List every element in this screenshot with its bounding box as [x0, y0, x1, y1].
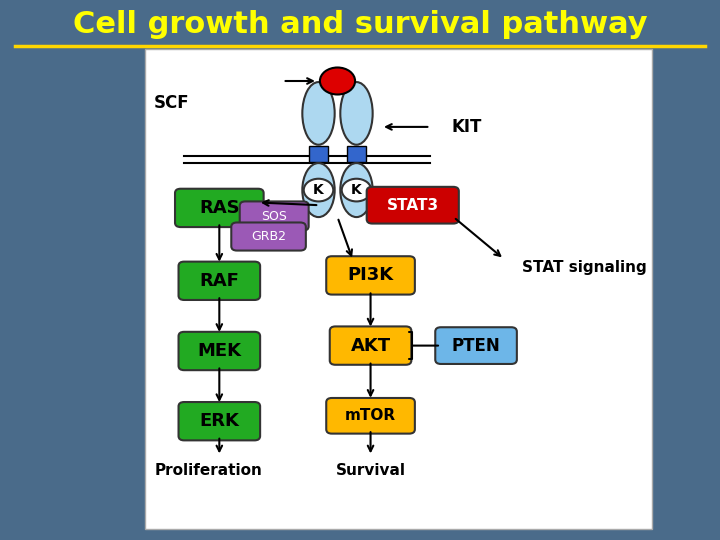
FancyBboxPatch shape — [326, 398, 415, 434]
FancyBboxPatch shape — [366, 187, 459, 224]
Text: PI3K: PI3K — [348, 266, 394, 285]
FancyBboxPatch shape — [179, 402, 260, 441]
Text: STAT3: STAT3 — [387, 198, 438, 213]
Text: K: K — [313, 183, 324, 197]
Text: Survival: Survival — [336, 463, 405, 478]
FancyBboxPatch shape — [145, 49, 652, 529]
FancyBboxPatch shape — [179, 261, 260, 300]
FancyBboxPatch shape — [310, 146, 328, 162]
Text: MEK: MEK — [197, 342, 241, 360]
Text: K: K — [351, 183, 362, 197]
Text: PTEN: PTEN — [451, 336, 500, 355]
FancyBboxPatch shape — [330, 326, 411, 365]
Text: RAF: RAF — [199, 272, 239, 290]
Text: RAS: RAS — [199, 199, 240, 217]
Text: SOS: SOS — [261, 210, 287, 222]
FancyBboxPatch shape — [436, 327, 517, 364]
Ellipse shape — [341, 82, 373, 145]
Circle shape — [304, 179, 333, 201]
FancyBboxPatch shape — [179, 332, 260, 370]
Text: KIT: KIT — [451, 118, 482, 136]
Text: SCF: SCF — [154, 93, 190, 112]
Text: GRB2: GRB2 — [251, 230, 286, 243]
Text: AKT: AKT — [351, 336, 391, 355]
Text: Proliferation: Proliferation — [155, 463, 263, 478]
Text: ERK: ERK — [199, 412, 239, 430]
Circle shape — [342, 179, 372, 201]
Text: STAT signaling: STAT signaling — [522, 260, 647, 275]
FancyBboxPatch shape — [326, 256, 415, 295]
Circle shape — [320, 68, 355, 94]
Text: Cell growth and survival pathway: Cell growth and survival pathway — [73, 10, 647, 39]
FancyBboxPatch shape — [175, 188, 264, 227]
FancyBboxPatch shape — [240, 201, 309, 231]
FancyBboxPatch shape — [231, 222, 306, 251]
Ellipse shape — [302, 163, 335, 217]
FancyBboxPatch shape — [347, 146, 366, 162]
Ellipse shape — [302, 82, 335, 145]
Text: mTOR: mTOR — [345, 408, 396, 423]
Ellipse shape — [341, 163, 373, 217]
